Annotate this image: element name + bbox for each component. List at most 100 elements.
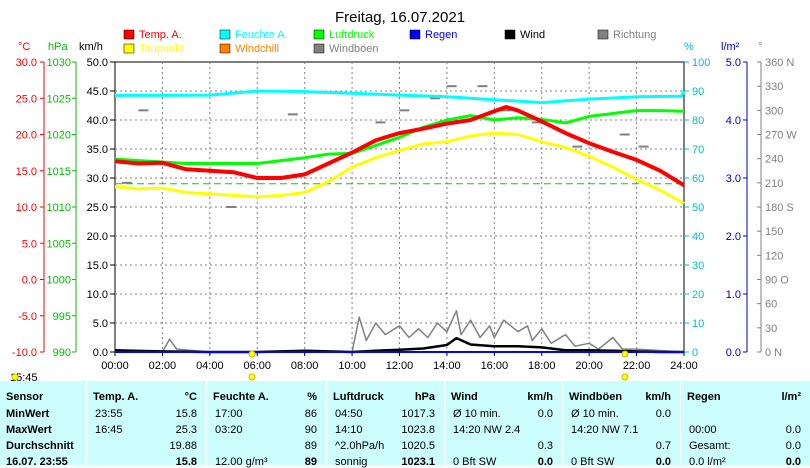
series-line-feuchte-a bbox=[115, 89, 686, 105]
cell-label: Gesamt: bbox=[689, 440, 731, 452]
temp-tick-label: -10.0 bbox=[12, 347, 37, 359]
series-line-taupunkt bbox=[114, 131, 685, 205]
row-label-min: MinWert bbox=[6, 408, 50, 420]
x-tick-label: 22:00 bbox=[623, 360, 651, 372]
table-group-1: Feuchte A.% 17:00 86 03:20 90 89 12.00 g/m³ 89 bbox=[206, 381, 327, 468]
x-tick-label: 20:00 bbox=[575, 360, 603, 372]
group-title: Luftdruck bbox=[333, 391, 384, 403]
humidity-tick-label: 90 bbox=[692, 86, 704, 98]
legend-label: Richtung bbox=[613, 29, 656, 41]
group-unit: hPa bbox=[414, 391, 435, 403]
legend-label: Regen bbox=[425, 29, 457, 41]
sun-marker bbox=[621, 350, 629, 358]
group-title: Wind bbox=[451, 391, 478, 403]
row-label-current: 16.07. 23:55 bbox=[6, 456, 68, 468]
humidity-tick-label: 80 bbox=[692, 115, 704, 127]
cell-value: 0.0 bbox=[537, 408, 553, 420]
legend-swatch bbox=[123, 29, 135, 40]
temp-tick-label: 30.0 bbox=[16, 57, 37, 69]
direction-tick-label: 90 O bbox=[765, 275, 789, 287]
cell-value: 0.0 bbox=[655, 408, 671, 420]
cell-label: Ø 10 min. bbox=[571, 408, 619, 420]
temp-tick-label: 10.0 bbox=[16, 202, 37, 214]
cell-label: 17:00 bbox=[215, 408, 243, 420]
legend-swatch bbox=[313, 29, 325, 40]
row-label-max: MaxWert bbox=[6, 424, 52, 436]
sun-marker bbox=[11, 373, 19, 381]
sun-marker bbox=[621, 373, 629, 381]
cell-label: 14:10 bbox=[335, 424, 363, 436]
legend-label: Temp. A. bbox=[139, 29, 182, 41]
temp-tick-label: 5.0 bbox=[22, 238, 37, 250]
group-unit: % bbox=[307, 391, 317, 403]
cell-value: 90 bbox=[304, 424, 317, 436]
rain-tick-label: 3.0 bbox=[726, 173, 741, 185]
sun-marker bbox=[248, 373, 256, 381]
pressure-tick-label: 1020 bbox=[47, 130, 71, 142]
direction-unit-label: ° bbox=[758, 41, 762, 53]
cell-value: 0.0 bbox=[655, 456, 671, 468]
wind-tick-label: 45.0 bbox=[87, 86, 108, 98]
cell-label: 23:55 bbox=[95, 408, 123, 420]
humidity-tick-label: 60 bbox=[692, 173, 704, 185]
legend-swatch bbox=[313, 43, 325, 54]
legend-swatch bbox=[597, 29, 609, 40]
sun-marker bbox=[248, 350, 256, 358]
humidity-tick-label: 100 bbox=[692, 57, 710, 69]
legend-swatch bbox=[219, 43, 231, 54]
cell-label: 03:20 bbox=[215, 424, 243, 436]
pressure-tick-label: 1015 bbox=[47, 166, 71, 178]
pressure-tick-label: 1000 bbox=[47, 275, 71, 287]
group-unit: °C bbox=[184, 391, 197, 403]
group-unit: l/m² bbox=[781, 391, 801, 403]
x-tick-label: 06:00 bbox=[243, 360, 271, 372]
wind-tick-label: 10.0 bbox=[87, 289, 108, 301]
cell-label: 0.0 l/m² bbox=[689, 456, 726, 468]
group-unit: km/h bbox=[527, 391, 553, 403]
cell-label: Ø 10 min. bbox=[453, 408, 501, 420]
cell-value: 15.8 bbox=[175, 456, 197, 468]
temp-tick-label: 25.0 bbox=[16, 93, 37, 105]
cell-label: 00:00 bbox=[689, 424, 717, 436]
direction-tick-label: 210 bbox=[765, 178, 783, 190]
group-title: Regen bbox=[687, 391, 721, 403]
direction-tick-label: 270 W bbox=[765, 130, 797, 142]
temp-tick-label: 15.0 bbox=[16, 166, 37, 178]
humidity-tick-label: 40 bbox=[692, 231, 704, 243]
group-unit: km/h bbox=[645, 391, 671, 403]
cell-value: 19.88 bbox=[169, 440, 197, 452]
cell-value: 15.8 bbox=[175, 408, 197, 420]
series-layer bbox=[114, 85, 686, 354]
x-tick-label: 14:00 bbox=[433, 360, 461, 372]
rain-tick-label: 0.0 bbox=[726, 347, 741, 359]
cell-label: ^2.0hPa/h bbox=[335, 440, 385, 452]
x-tick-label: 08:00 bbox=[291, 360, 319, 372]
series-line-luftdruck bbox=[114, 109, 685, 165]
legend-label: Windböen bbox=[329, 43, 379, 55]
legend-swatch bbox=[409, 29, 421, 40]
x-tick-label: 02:00 bbox=[149, 360, 177, 372]
cell-label: 16:45 bbox=[95, 424, 123, 436]
x-tick-label: 10:00 bbox=[338, 360, 366, 372]
direction-tick-label: 360 N bbox=[765, 57, 794, 69]
table-group-5: Regen l/m² 00:00 0.0 Gesamt: 0.0 0.0 l/m² 0.0 bbox=[680, 381, 810, 468]
direction-tick-label: 30 bbox=[765, 323, 777, 335]
table-group-4: Windböen km/h Ø 10 min. 0.0 14:20 NW 7.1 0.7 0… bbox=[562, 381, 681, 468]
humidity-unit-label: % bbox=[684, 41, 694, 53]
pressure-tick-label: 990 bbox=[53, 347, 71, 359]
row-label-sensor: Sensor bbox=[6, 391, 44, 403]
wind-tick-label: 40.0 bbox=[87, 115, 108, 127]
cell-value: 0.0 bbox=[785, 440, 801, 452]
wind-tick-label: 15.0 bbox=[87, 260, 108, 272]
table-group-0: Temp. A. °C 23:55 15.8 16:45 25.3 19.88 15.8 bbox=[86, 381, 207, 468]
series-line-temp-a bbox=[114, 105, 686, 188]
pressure-tick-label: 1010 bbox=[47, 202, 71, 214]
humidity-tick-label: 70 bbox=[692, 144, 704, 156]
cell-value: 25.3 bbox=[175, 424, 197, 436]
cell-label: 14:20 NW 7.1 bbox=[571, 424, 639, 436]
humidity-tick-label: 0 bbox=[692, 347, 698, 359]
direction-tick-label: 300 bbox=[765, 105, 783, 117]
cell-value: 0.0 bbox=[785, 456, 801, 468]
cell-value: 0.7 bbox=[655, 440, 671, 452]
cell-value: 1020.5 bbox=[401, 440, 435, 452]
